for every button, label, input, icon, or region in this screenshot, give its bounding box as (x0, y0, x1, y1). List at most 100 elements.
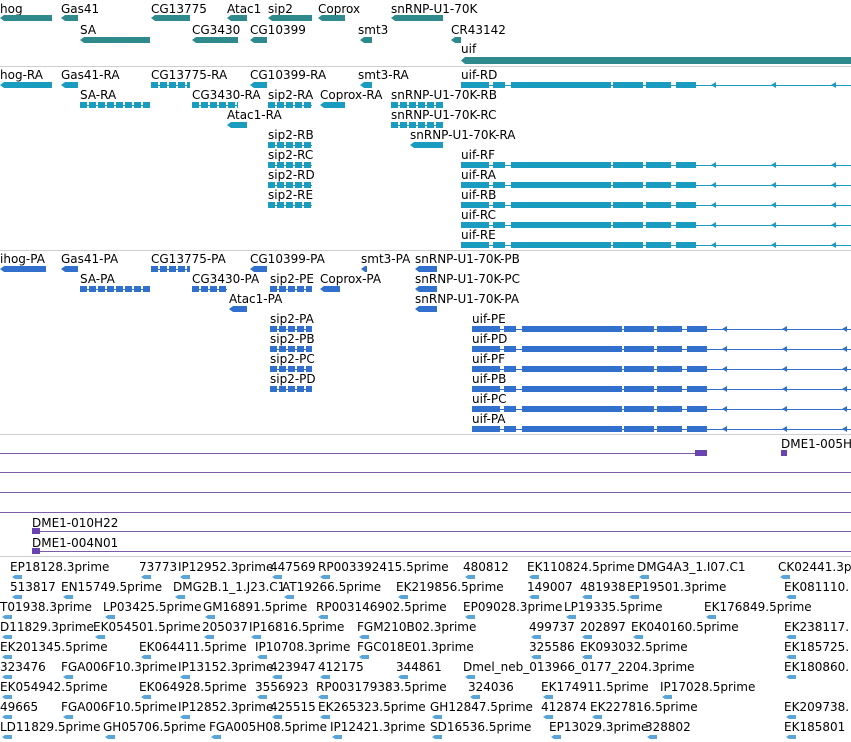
feature-glyph[interactable] (270, 386, 312, 392)
feature-glyph[interactable] (192, 102, 238, 108)
feature-glyph[interactable] (250, 82, 267, 88)
feature-glyph[interactable] (472, 346, 851, 352)
feature-glyph[interactable] (472, 366, 851, 372)
feature-glyph[interactable] (268, 102, 312, 108)
feature-glyph[interactable] (80, 102, 150, 108)
strand-arrow (711, 82, 716, 88)
feature-glyph[interactable] (0, 15, 52, 21)
feature-glyph[interactable] (229, 306, 247, 312)
feature-glyph[interactable] (472, 406, 851, 412)
feature-glyph[interactable] (250, 37, 267, 43)
feature-glyph[interactable] (80, 37, 150, 43)
feature-glyph[interactable] (192, 286, 227, 292)
feature-glyph[interactable] (361, 266, 367, 272)
strand-arrow (722, 326, 727, 332)
feature-glyph[interactable] (268, 162, 312, 168)
bac-clone-line[interactable] (0, 492, 851, 493)
est-glyph (12, 595, 22, 599)
feature-glyph[interactable] (391, 102, 443, 108)
feature-glyph[interactable] (61, 266, 78, 272)
feature-glyph[interactable] (270, 326, 312, 332)
feature-glyph[interactable] (461, 202, 851, 208)
est-glyph (465, 615, 475, 619)
feature-glyph[interactable] (270, 286, 312, 292)
bac-clone-line[interactable] (32, 551, 851, 552)
bac-clone-line[interactable] (0, 472, 851, 473)
feature-glyph[interactable] (451, 37, 461, 43)
feature-glyph[interactable] (391, 15, 443, 21)
exon (472, 386, 500, 392)
feature-glyph[interactable] (151, 15, 190, 21)
feature-glyph[interactable] (360, 37, 372, 43)
feature-glyph[interactable] (410, 142, 443, 148)
est-glyph (529, 575, 539, 579)
feature-glyph[interactable] (0, 82, 52, 88)
feature-glyph[interactable] (61, 82, 78, 88)
est-glyph (582, 635, 592, 639)
est-glyph (465, 675, 475, 679)
feature-glyph[interactable] (227, 122, 247, 128)
exon (676, 162, 696, 168)
bac-clone-line[interactable] (0, 453, 707, 454)
feature-glyph[interactable] (227, 15, 247, 21)
est-glyph (211, 735, 221, 739)
strand-arrow (831, 182, 836, 188)
est-label: T01938.3prime (0, 600, 92, 614)
feature-label: snRNP-U1-70K (391, 2, 478, 16)
feature-glyph[interactable] (415, 286, 437, 292)
exon (646, 222, 671, 228)
feature-label: Coprox-RA (320, 88, 383, 102)
feature-glyph[interactable] (360, 82, 372, 88)
est-glyph (180, 675, 190, 679)
feature-glyph[interactable] (461, 222, 851, 228)
feature-glyph[interactable] (270, 346, 312, 352)
est-glyph (786, 595, 796, 599)
feature-label: SA-RA (80, 88, 117, 102)
exon (461, 162, 489, 168)
feature-glyph[interactable] (391, 122, 443, 128)
feature-glyph[interactable] (415, 266, 437, 272)
feature-glyph[interactable] (192, 37, 238, 43)
feature-glyph[interactable] (151, 82, 190, 88)
bac-clone-line[interactable] (0, 512, 851, 513)
exon (472, 406, 500, 412)
est-label: EP09028.3prime (463, 600, 563, 614)
est-label: FGA005H08.5prime (209, 720, 328, 734)
feature-glyph[interactable] (320, 286, 340, 292)
est-glyph (63, 595, 73, 599)
feature-glyph[interactable] (318, 15, 345, 21)
est-label: IP16816.5prime (249, 620, 345, 634)
feature-glyph[interactable] (268, 202, 312, 208)
feature-glyph[interactable] (61, 15, 78, 21)
intron-line (270, 349, 312, 350)
feature-glyph[interactable] (270, 366, 312, 372)
feature-glyph[interactable] (268, 15, 312, 21)
est-label: DMG2B.1_1.J23.C1 (173, 580, 286, 594)
feature-label: smt3 (358, 23, 389, 37)
exon (472, 426, 500, 432)
feature-glyph[interactable] (461, 182, 851, 188)
feature-glyph[interactable] (80, 286, 150, 292)
est-glyph (320, 715, 330, 719)
est-glyph (332, 735, 342, 739)
feature-glyph[interactable] (415, 306, 437, 312)
feature-glyph[interactable] (0, 266, 46, 272)
feature-glyph[interactable] (461, 242, 851, 248)
feature-glyph[interactable] (268, 142, 312, 148)
feature-glyph[interactable] (461, 82, 851, 88)
feature-label: sip2-RC (268, 148, 314, 162)
est-label: IP17028.5prime (660, 680, 756, 694)
feature-glyph[interactable] (472, 386, 851, 392)
feature-glyph[interactable] (472, 426, 851, 432)
exon (676, 242, 696, 248)
bac-clone-line[interactable] (32, 531, 851, 532)
feature-glyph[interactable] (151, 266, 190, 272)
feature-glyph[interactable] (268, 182, 312, 188)
feature-glyph[interactable] (320, 102, 345, 108)
intron-line (268, 145, 312, 146)
feature-glyph[interactable] (472, 326, 851, 332)
est-label: EP18128.3prime (10, 560, 110, 574)
feature-glyph[interactable] (461, 162, 851, 168)
feature-glyph[interactable] (250, 266, 267, 272)
feature-glyph[interactable] (461, 57, 851, 64)
